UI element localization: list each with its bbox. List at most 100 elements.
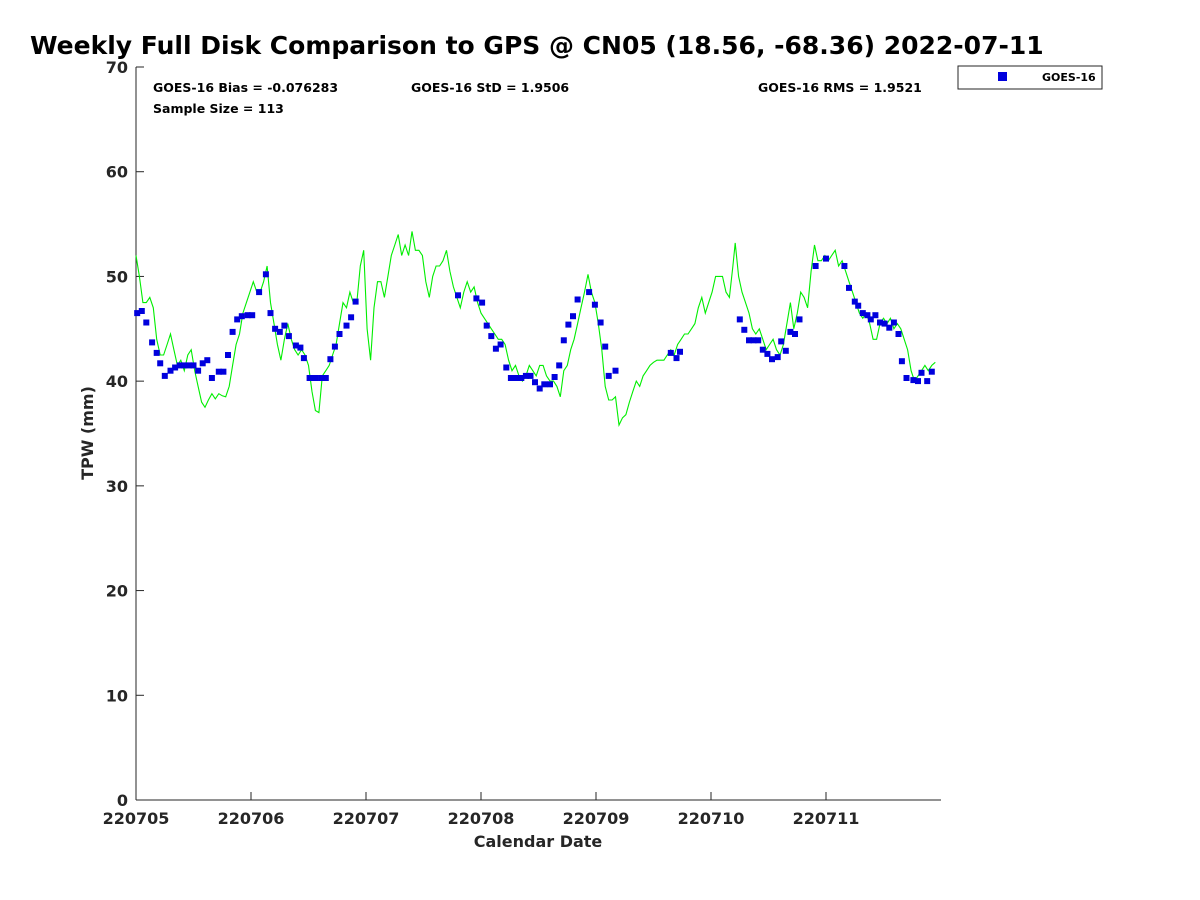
goes16-data-point xyxy=(492,345,499,352)
goes16-data-point xyxy=(792,331,798,337)
x-tick-label: 220709 xyxy=(563,809,630,828)
goes16-data-point xyxy=(312,375,319,381)
goes16-data-point xyxy=(541,381,548,388)
gps-series-line xyxy=(135,231,936,428)
goes16-data-point xyxy=(877,319,883,326)
goes16-data-point xyxy=(769,356,775,363)
goes16-data-point xyxy=(281,322,288,329)
goes16-data-point xyxy=(300,355,307,362)
goes16-data-point xyxy=(812,263,819,269)
goes16-data-point xyxy=(244,312,251,319)
goes16-data-point xyxy=(143,319,150,326)
goes16-data-point xyxy=(859,310,866,317)
goes16-data-point xyxy=(612,367,619,374)
y-tick-label: 30 xyxy=(106,477,128,496)
goes16-data-point xyxy=(262,271,269,278)
goes16-data-point xyxy=(924,378,931,385)
x-tick-label: 220710 xyxy=(678,809,745,828)
goes16-data-point xyxy=(318,375,325,381)
goes16-data-point xyxy=(903,375,910,381)
goes16-data-point xyxy=(497,341,504,348)
y-tick-label: 70 xyxy=(106,58,128,77)
goes16-data-point xyxy=(348,314,355,321)
goes16-data-point xyxy=(560,337,567,344)
goes16-data-point xyxy=(872,312,879,319)
goes16-data-point xyxy=(556,362,563,369)
goes16-data-point xyxy=(774,354,781,361)
goes16-data-point xyxy=(915,378,921,385)
goes16-data-point xyxy=(522,372,529,379)
goes16-data-point xyxy=(215,368,222,375)
goes16-data-point xyxy=(591,301,598,308)
goes16-data-point xyxy=(895,331,902,337)
goes16-data-point xyxy=(527,372,534,379)
goes16-data-point xyxy=(667,349,674,356)
goes16-data-point xyxy=(249,312,256,319)
series-layer xyxy=(134,231,936,428)
goes16-data-point xyxy=(238,313,245,320)
x-tick-label: 220706 xyxy=(218,809,285,828)
goes16-data-point xyxy=(134,310,141,317)
goes16-data-point xyxy=(881,320,888,327)
goes16-data-point xyxy=(473,295,480,302)
goes16-data-point xyxy=(157,360,164,367)
goes16-data-point xyxy=(778,338,785,345)
goes16-data-point xyxy=(267,310,274,317)
goes16-data-point xyxy=(343,322,350,329)
y-axis-ticks: 0 10 20 30 40 50 60 70 xyxy=(106,58,144,810)
std-stat: GOES-16 StD = 1.9506 xyxy=(411,80,569,95)
goes16-data-point xyxy=(823,255,829,262)
goes16-data-point xyxy=(149,339,156,346)
goes16-data-point xyxy=(336,331,343,337)
goes16-data-point xyxy=(507,375,514,381)
goes16-data-point xyxy=(764,350,771,357)
goes16-data-point xyxy=(455,292,461,299)
x-axis-ticks: 220705 220706 220707 220708 220709 220710 2207… xyxy=(103,792,859,828)
goes16-data-point xyxy=(256,289,263,296)
goes16-data-point xyxy=(750,337,757,344)
goes16-data-point xyxy=(272,325,279,332)
goes16-data-point xyxy=(518,375,525,381)
y-tick-label: 0 xyxy=(117,791,128,810)
goes16-data-point xyxy=(292,342,299,349)
chart-title: Weekly Full Disk Comparison to GPS @ CN0… xyxy=(30,31,1044,60)
goes16-data-point xyxy=(918,369,925,376)
goes16-data-point xyxy=(229,328,236,335)
goes16-data-point xyxy=(846,284,852,291)
y-axis-label: TPW (mm) xyxy=(78,386,97,480)
goes16-data-point xyxy=(867,316,874,323)
goes16-data-point xyxy=(574,296,581,303)
goes16-data-point xyxy=(782,347,789,354)
goes16-data-point xyxy=(855,302,862,309)
goes16-data-point xyxy=(172,364,179,371)
goes16-data-point xyxy=(755,337,762,344)
goes16-data-point xyxy=(928,368,935,375)
goes16-data-point xyxy=(488,333,495,340)
x-tick-label: 220708 xyxy=(448,809,515,828)
goes16-data-point xyxy=(532,379,538,386)
goes16-data-point xyxy=(190,362,197,369)
y-tick-label: 40 xyxy=(106,372,128,391)
y-tick-label: 60 xyxy=(106,163,128,182)
goes16-data-point xyxy=(297,344,304,351)
goes16-data-point xyxy=(851,298,858,305)
goes16-data-point xyxy=(512,375,519,381)
goes16-data-point xyxy=(225,352,231,358)
goes16-data-point xyxy=(306,375,313,381)
sample-size-stat: Sample Size = 113 xyxy=(153,101,284,116)
goes16-data-point xyxy=(276,328,283,335)
legend-marker-goes16 xyxy=(998,72,1007,81)
goes16-data-point xyxy=(234,316,241,323)
goes16-data-point xyxy=(597,319,604,326)
goes16-data-point xyxy=(536,385,543,392)
rms-stat: GOES-16 RMS = 1.9521 xyxy=(758,80,922,95)
y-tick-label: 50 xyxy=(106,267,128,286)
goes16-data-point xyxy=(161,372,168,379)
goes16-data-point xyxy=(602,343,609,350)
goes16-data-point xyxy=(547,381,553,388)
goes16-data-point xyxy=(322,375,329,381)
goes16-data-point xyxy=(138,308,145,314)
goes16-data-point xyxy=(204,357,211,364)
goes16-data-point xyxy=(586,289,593,296)
goes16-data-point xyxy=(886,324,893,331)
